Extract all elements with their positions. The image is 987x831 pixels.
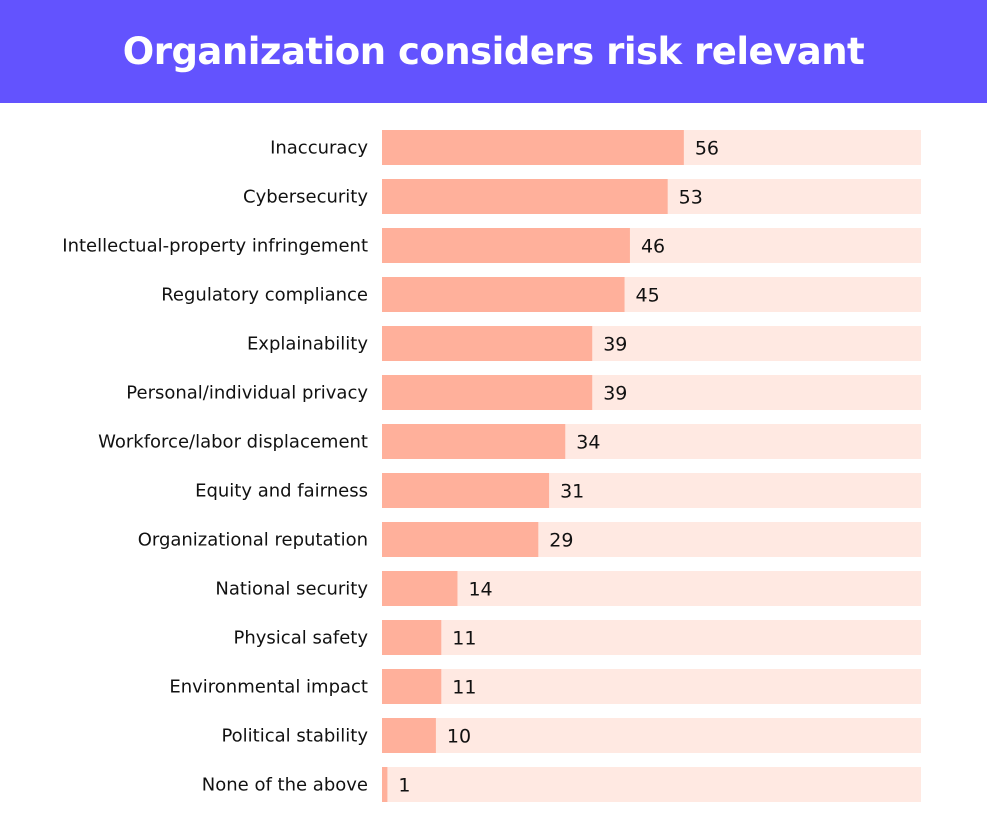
value-label: 10 — [447, 726, 471, 748]
bar-row: Organizational reputation 29 — [138, 522, 921, 557]
bar-chart: Inaccuracy 56 Cybersecurity 53 Intellectual-… — [62, 130, 921, 802]
bar — [382, 522, 539, 557]
category-label: Environmental impact — [169, 677, 368, 698]
bar — [382, 424, 566, 459]
bar-row: None of the above 1 — [202, 767, 921, 802]
value-label: 11 — [452, 628, 476, 650]
category-label: Physical safety — [234, 628, 369, 649]
category-label: Organizational reputation — [138, 530, 368, 551]
category-label: National security — [215, 579, 368, 600]
bar-row: Cybersecurity 53 — [243, 179, 921, 214]
bar-row: Inaccuracy 56 — [270, 130, 921, 165]
value-label: 34 — [576, 432, 600, 454]
value-label: 53 — [679, 187, 703, 209]
value-label: 39 — [603, 334, 627, 356]
bar-track — [382, 718, 921, 753]
chart-title: Organization considers risk relevant — [122, 30, 865, 73]
bar — [382, 326, 593, 361]
value-label: 56 — [695, 138, 719, 160]
category-label: Regulatory compliance — [161, 285, 368, 306]
bar-track — [382, 767, 921, 802]
bar — [382, 277, 625, 312]
category-label: Equity and fairness — [195, 481, 368, 502]
bar — [382, 767, 388, 802]
category-label: Political stability — [221, 726, 368, 747]
bar — [382, 130, 684, 165]
bar — [382, 669, 442, 704]
bar — [382, 718, 436, 753]
value-label: 39 — [603, 383, 627, 405]
category-label: Workforce/labor displacement — [98, 432, 368, 453]
bar-track — [382, 571, 921, 606]
bar-row: Environmental impact 11 — [169, 669, 921, 704]
bar-row: Intellectual-property infringement 46 — [62, 228, 921, 263]
bar-row: Personal/individual privacy 39 — [126, 375, 921, 410]
bar-track — [382, 620, 921, 655]
bar — [382, 228, 630, 263]
bar-row: Physical safety 11 — [234, 620, 921, 655]
bar-track — [382, 669, 921, 704]
category-label: Personal/individual privacy — [126, 383, 368, 404]
bar — [382, 571, 458, 606]
bar — [382, 179, 668, 214]
bar — [382, 620, 442, 655]
category-label: None of the above — [202, 775, 368, 796]
value-label: 11 — [452, 677, 476, 699]
value-label: 46 — [641, 236, 665, 258]
value-label: 31 — [560, 481, 584, 503]
bar-row: Explainability 39 — [247, 326, 921, 361]
bar — [382, 473, 550, 508]
bar — [382, 375, 593, 410]
category-label: Cybersecurity — [243, 187, 368, 208]
bar-row: Workforce/labor displacement 34 — [98, 424, 921, 459]
value-label: 1 — [398, 775, 410, 797]
bar-row: Regulatory compliance 45 — [161, 277, 921, 312]
category-label: Intellectual-property infringement — [62, 236, 368, 257]
value-label: 45 — [636, 285, 660, 307]
category-label: Inaccuracy — [270, 138, 368, 159]
category-label: Explainability — [247, 334, 368, 355]
title-banner: Organization considers risk relevant — [0, 0, 987, 103]
bar-row: Political stability 10 — [221, 718, 921, 753]
value-label: 14 — [468, 579, 492, 601]
bar-row: National security 14 — [215, 571, 921, 606]
bar-row: Equity and fairness 31 — [195, 473, 921, 508]
value-label: 29 — [549, 530, 573, 552]
